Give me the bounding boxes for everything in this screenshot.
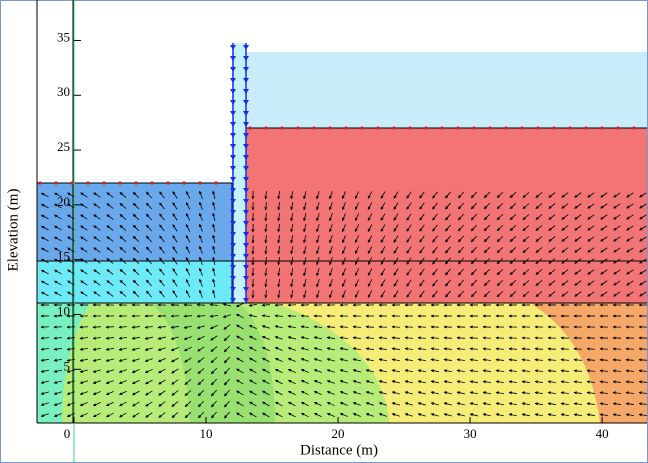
water-table-marker — [472, 126, 475, 129]
water-table-marker — [456, 126, 459, 129]
water-table-marker — [520, 126, 523, 129]
sheet-pile — [232, 43, 246, 303]
y-tick-label: 20 — [57, 194, 70, 209]
y-tick-label: 15 — [57, 249, 70, 264]
flow-vector — [600, 349, 608, 350]
water-table-marker — [504, 126, 507, 129]
water-table-marker — [264, 126, 267, 129]
water-table-marker — [134, 181, 137, 184]
page: Distance (m) Elevation (m) 0 10 20 30 40 5 10 1… — [0, 0, 648, 463]
water-table-marker — [166, 181, 169, 184]
water-table-marker — [600, 126, 603, 129]
water-table-marker — [616, 126, 619, 129]
water-table-marker — [182, 181, 185, 184]
water-table-marker — [408, 126, 411, 129]
water-table-marker — [376, 126, 379, 129]
flow-vector — [470, 338, 478, 339]
water-table-marker — [344, 126, 347, 129]
flow-vector — [483, 338, 491, 339]
water-table-marker — [296, 126, 299, 129]
water-table-marker — [248, 126, 251, 129]
y-tick-label: 30 — [57, 84, 70, 99]
water-table-marker — [392, 126, 395, 129]
water-table-marker — [440, 126, 443, 129]
x-tick-label: 0 — [64, 426, 71, 441]
flow-vector — [392, 327, 400, 328]
water-table-marker — [150, 181, 153, 184]
water-table-marker — [118, 181, 121, 184]
chart: Distance (m) Elevation (m) 0 10 20 30 40 5 10 1… — [0, 0, 648, 463]
y-tick-label: 10 — [57, 303, 70, 318]
flow-vector — [561, 349, 569, 350]
water-table-marker — [38, 181, 41, 184]
y-tick-label: 35 — [57, 29, 70, 44]
water-table-marker — [584, 126, 587, 129]
x-tick-label: 20 — [332, 426, 345, 441]
water-table-marker — [632, 126, 635, 129]
water-table-marker — [552, 126, 555, 129]
water-table-marker — [312, 126, 315, 129]
water-table-marker — [54, 181, 57, 184]
flow-vector — [67, 327, 75, 328]
water-table-marker — [424, 126, 427, 129]
water-table-marker — [102, 181, 105, 184]
flow-vector — [379, 327, 387, 328]
water-table-marker — [198, 181, 201, 184]
y-tick-label: 25 — [57, 139, 70, 154]
water-table-marker — [488, 126, 491, 129]
flow-vector — [496, 338, 504, 339]
flow-vector — [80, 327, 88, 328]
x-axis-label: Distance (m) — [300, 442, 378, 458]
water-table-marker — [328, 126, 331, 129]
water-table-marker — [214, 181, 217, 184]
water-table-marker — [536, 126, 539, 129]
ponded-water — [246, 52, 647, 128]
water-table-marker — [280, 126, 283, 129]
water-table-marker — [360, 126, 363, 129]
x-tick-label: 40 — [596, 426, 609, 441]
x-tick-label: 30 — [464, 426, 477, 441]
flow-vector — [587, 349, 595, 350]
flow-vector — [288, 316, 296, 317]
y-axis-label: Elevation (m) — [5, 189, 21, 272]
water-table-marker — [568, 126, 571, 129]
water-table-marker — [86, 181, 89, 184]
water-table-marker — [70, 181, 73, 184]
x-tick-label: 10 — [200, 426, 213, 441]
flow-vector — [574, 349, 582, 350]
red-zone — [246, 128, 647, 303]
y-tick-label: 5 — [63, 358, 70, 373]
